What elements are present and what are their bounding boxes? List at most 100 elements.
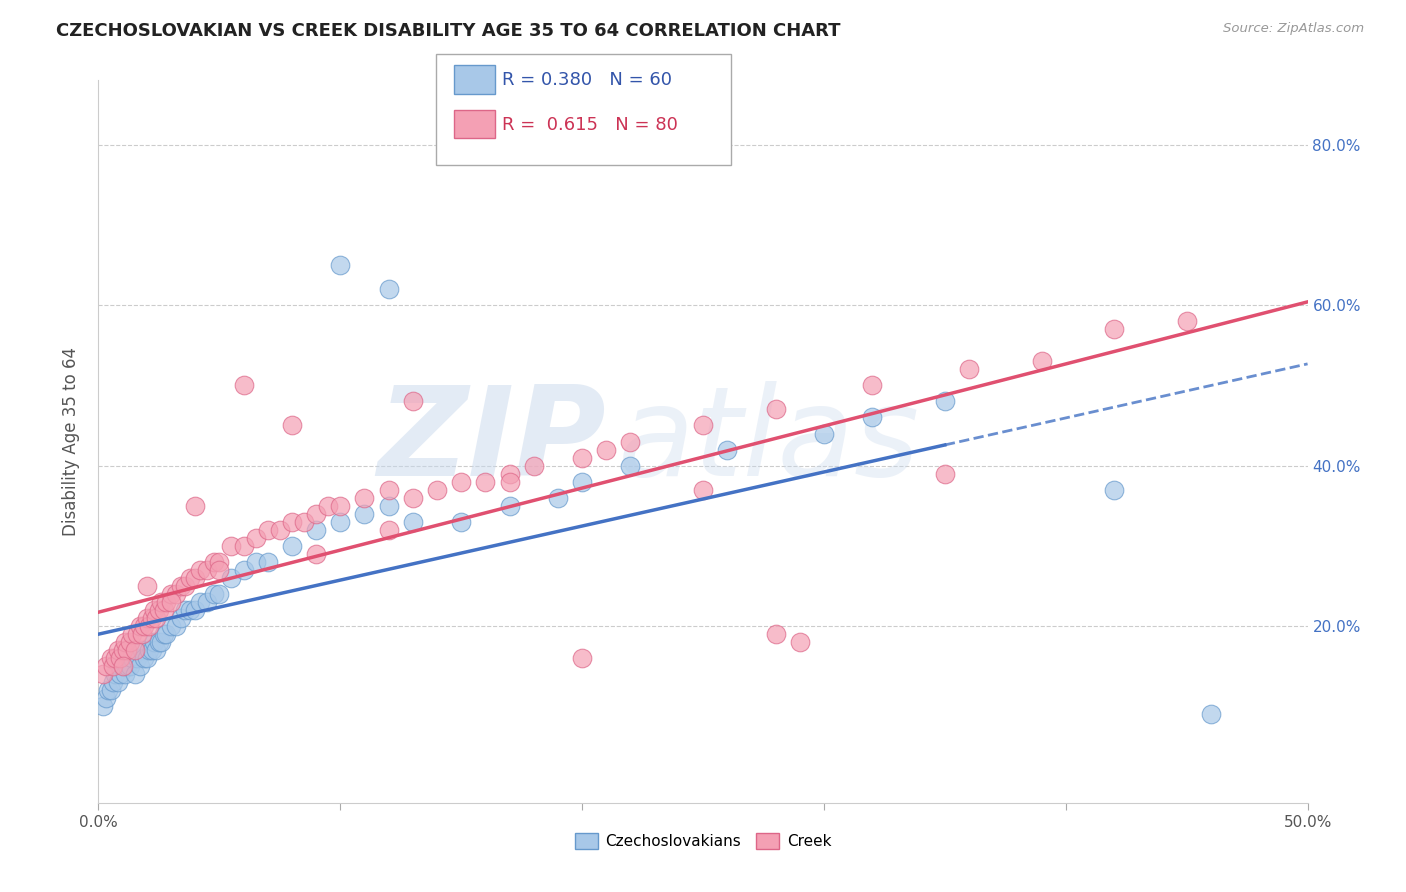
- Point: [353, 491, 375, 505]
- Point: [692, 418, 714, 433]
- Point: [571, 450, 593, 465]
- Point: [204, 555, 226, 569]
- Point: [174, 579, 197, 593]
- Y-axis label: Disability Age 35 to 64: Disability Age 35 to 64: [62, 347, 80, 536]
- Point: [141, 643, 163, 657]
- Point: [329, 499, 352, 513]
- Point: [148, 635, 170, 649]
- Point: [188, 595, 211, 609]
- Point: [619, 434, 641, 449]
- Point: [114, 667, 136, 681]
- Point: [860, 410, 883, 425]
- Point: [402, 491, 425, 505]
- Point: [128, 659, 150, 673]
- Point: [256, 523, 278, 537]
- Point: [208, 587, 231, 601]
- Point: [127, 627, 149, 641]
- Point: [143, 635, 166, 649]
- Point: [138, 643, 160, 657]
- Point: [498, 475, 520, 489]
- Point: [111, 659, 134, 673]
- Point: [1175, 314, 1198, 328]
- Point: [184, 571, 207, 585]
- Point: [94, 691, 117, 706]
- Point: [131, 643, 153, 657]
- Point: [245, 555, 267, 569]
- Point: [813, 426, 835, 441]
- Point: [1102, 322, 1125, 336]
- Point: [232, 539, 254, 553]
- Point: [195, 563, 218, 577]
- Point: [934, 467, 956, 481]
- Point: [221, 539, 243, 553]
- Point: [134, 651, 156, 665]
- Point: [145, 643, 167, 657]
- Point: [135, 611, 157, 625]
- Point: [547, 491, 569, 505]
- Point: [121, 627, 143, 641]
- Point: [281, 539, 304, 553]
- Point: [245, 531, 267, 545]
- Point: [155, 627, 177, 641]
- Point: [204, 587, 226, 601]
- Point: [208, 555, 231, 569]
- Point: [377, 483, 399, 497]
- Point: [165, 587, 187, 601]
- Point: [377, 282, 399, 296]
- Point: [150, 635, 173, 649]
- Point: [117, 643, 139, 657]
- Point: [184, 499, 207, 513]
- Point: [353, 507, 375, 521]
- Point: [281, 418, 304, 433]
- Point: [108, 667, 131, 681]
- Text: R =  0.615   N = 80: R = 0.615 N = 80: [502, 116, 678, 134]
- Point: [111, 643, 134, 657]
- Point: [152, 627, 174, 641]
- Point: [402, 394, 425, 409]
- Point: [498, 467, 520, 481]
- Point: [789, 635, 811, 649]
- Point: [118, 635, 141, 649]
- Point: [101, 659, 124, 673]
- Point: [97, 683, 120, 698]
- Point: [94, 659, 117, 673]
- Point: [134, 619, 156, 633]
- Point: [124, 667, 146, 681]
- Point: [91, 699, 114, 714]
- Point: [571, 651, 593, 665]
- Point: [108, 651, 131, 665]
- Point: [141, 611, 163, 625]
- Point: [1199, 707, 1222, 722]
- Point: [498, 499, 520, 513]
- Point: [131, 627, 153, 641]
- Point: [716, 442, 738, 457]
- Point: [692, 483, 714, 497]
- Point: [124, 643, 146, 657]
- Point: [232, 563, 254, 577]
- Point: [111, 659, 134, 673]
- Point: [329, 258, 352, 272]
- Point: [595, 442, 617, 457]
- Point: [152, 603, 174, 617]
- Text: atlas: atlas: [619, 381, 921, 502]
- Point: [128, 619, 150, 633]
- Point: [184, 603, 207, 617]
- Text: R = 0.380   N = 60: R = 0.380 N = 60: [502, 71, 672, 89]
- Point: [107, 643, 129, 657]
- Point: [91, 667, 114, 681]
- Point: [150, 595, 173, 609]
- Point: [450, 515, 472, 529]
- Point: [145, 611, 167, 625]
- Point: [523, 458, 546, 473]
- Point: [138, 619, 160, 633]
- Point: [117, 659, 139, 673]
- Point: [121, 651, 143, 665]
- Point: [765, 627, 787, 641]
- Point: [957, 362, 980, 376]
- Point: [281, 515, 304, 529]
- Point: [316, 499, 339, 513]
- Point: [100, 651, 122, 665]
- Point: [104, 651, 127, 665]
- Point: [1102, 483, 1125, 497]
- Point: [934, 394, 956, 409]
